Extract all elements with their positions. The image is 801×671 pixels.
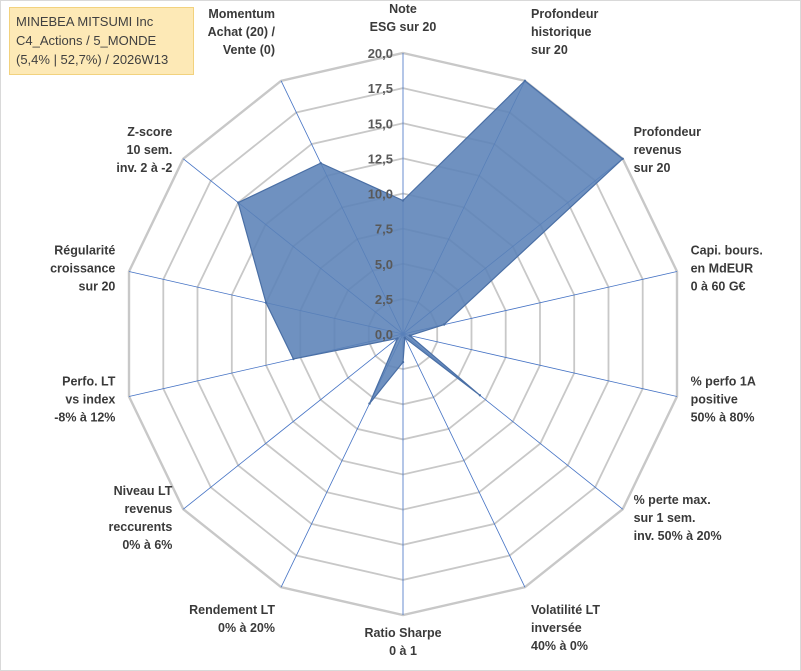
category-label-line: 0% à 6% — [122, 538, 172, 552]
category-label-line: -8% à 12% — [54, 411, 115, 425]
data-point — [237, 201, 240, 204]
category-label: Profondeur historique sur 20 — [531, 7, 598, 57]
category-label-line: historique — [531, 25, 591, 39]
category-label-line: inversée — [531, 621, 582, 635]
category-label: Z-score 10 sem. inv. 2 à -2 — [116, 125, 172, 175]
radial-tick-label: 10,0 — [368, 187, 393, 202]
data-point — [401, 360, 405, 364]
category-label-line: inv. 2 à -2 — [116, 161, 172, 175]
category-label: Rendement LT 0% à 20% — [189, 603, 275, 635]
category-label-line: Momentum — [208, 7, 275, 21]
category-label-line: ESG sur 20 — [370, 20, 437, 34]
category-label-line: sur 20 — [531, 43, 568, 57]
radial-tick-label: 0,0 — [375, 327, 393, 342]
title-stats: (5,4% | 52,7%) / 2026W13 — [16, 52, 169, 67]
category-label-line: 0% à 20% — [218, 621, 275, 635]
category-label-line: 50% à 80% — [691, 411, 755, 425]
category-label-line: sur 20 — [634, 161, 671, 175]
category-label: % perte max. sur 1 sem. inv. 50% à 20% — [634, 493, 722, 543]
category-label-line: Ratio Sharpe — [364, 626, 441, 640]
radial-tick-label: 17,5 — [368, 81, 393, 96]
category-label: Momentum Achat (20) / Vente (0) — [208, 7, 276, 57]
data-point — [368, 402, 371, 405]
axis-spoke — [402, 333, 526, 588]
title-category: C4_Actions / 5_MONDE — [16, 33, 157, 48]
radial-tick-label: 2,5 — [375, 292, 393, 307]
axis-spoke — [183, 333, 404, 510]
category-label-line: reccurents — [108, 520, 172, 534]
category-label: % perfo 1A positive 50% à 80% — [691, 375, 756, 425]
category-label-line: revenus — [634, 143, 682, 157]
category-label-line: Rendement LT — [189, 603, 275, 617]
radial-tick-label: 12,5 — [368, 151, 393, 166]
category-label: Niveau LT revenus reccurents 0% à 6% — [108, 484, 172, 552]
data-point — [292, 357, 295, 361]
category-label-line: Régularité — [54, 243, 115, 257]
data-point — [523, 79, 527, 83]
category-label: Ratio Sharpe 0 à 1 — [364, 626, 441, 658]
category-label-line: Achat (20) / — [208, 25, 276, 39]
category-label-line: revenus — [124, 502, 172, 516]
category-label: Profondeur revenus sur 20 — [634, 125, 701, 175]
data-point — [478, 394, 482, 397]
category-label-line: inv. 50% à 20% — [634, 529, 722, 543]
category-label-line: Profondeur — [634, 125, 701, 139]
category-label-line: positive — [691, 393, 738, 407]
data-point — [264, 301, 268, 304]
data-point — [396, 337, 399, 340]
category-label: Note ESG sur 20 — [370, 2, 437, 34]
category-label-line: % perfo 1A — [691, 375, 756, 389]
axis-spoke — [402, 271, 678, 335]
radial-tick-label: 15,0 — [368, 116, 393, 131]
chart-title-box: MINEBEA MITSUMI Inc C4_Actions / 5_MONDE… — [9, 7, 194, 75]
category-label-line: 0 à 60 G€ — [691, 279, 746, 293]
category-label-line: 10 sem. — [127, 143, 173, 157]
category-label-line: sur 1 sem. — [634, 511, 696, 525]
category-label-line: Z-score — [127, 125, 172, 139]
category-label: Capi. bours. en MdEUR 0 à 60 G€ — [691, 243, 763, 293]
category-label: Perfo. LT vs index -8% à 12% — [54, 375, 116, 425]
category-label-line: sur 20 — [79, 279, 116, 293]
data-point — [403, 336, 406, 339]
category-label-line: en MdEUR — [691, 261, 754, 275]
data-point — [401, 199, 405, 202]
category-label-line: Profondeur — [531, 7, 598, 21]
category-label-line: Note — [389, 2, 417, 16]
category-label-line: vs index — [65, 393, 115, 407]
axis-spoke — [402, 333, 678, 397]
data-point — [319, 161, 322, 165]
category-label-line: 0 à 1 — [389, 644, 417, 658]
category-label-line: Capi. bours. — [691, 243, 763, 257]
data-point — [408, 334, 411, 337]
category-label-line: % perte max. — [634, 493, 711, 507]
category-label-line: Vente (0) — [223, 43, 275, 57]
radial-tick-label: 7,5 — [375, 222, 393, 237]
category-label-line: 40% à 0% — [531, 639, 588, 653]
category-label: Volatilité LT inversée 40% à 0% — [531, 603, 600, 653]
category-label-line: Perfo. LT — [62, 375, 116, 389]
category-label-line: croissance — [50, 261, 115, 275]
category-label-line: Volatilité LT — [531, 603, 600, 617]
radial-tick-label: 5,0 — [375, 257, 393, 272]
category-label: Régularité croissance sur 20 — [50, 243, 115, 293]
data-point — [621, 157, 624, 160]
category-label-line: Niveau LT — [114, 484, 173, 498]
radial-tick-label: 20,0 — [368, 46, 393, 61]
data-point — [442, 323, 446, 326]
title-company: MINEBEA MITSUMI Inc — [16, 14, 154, 29]
